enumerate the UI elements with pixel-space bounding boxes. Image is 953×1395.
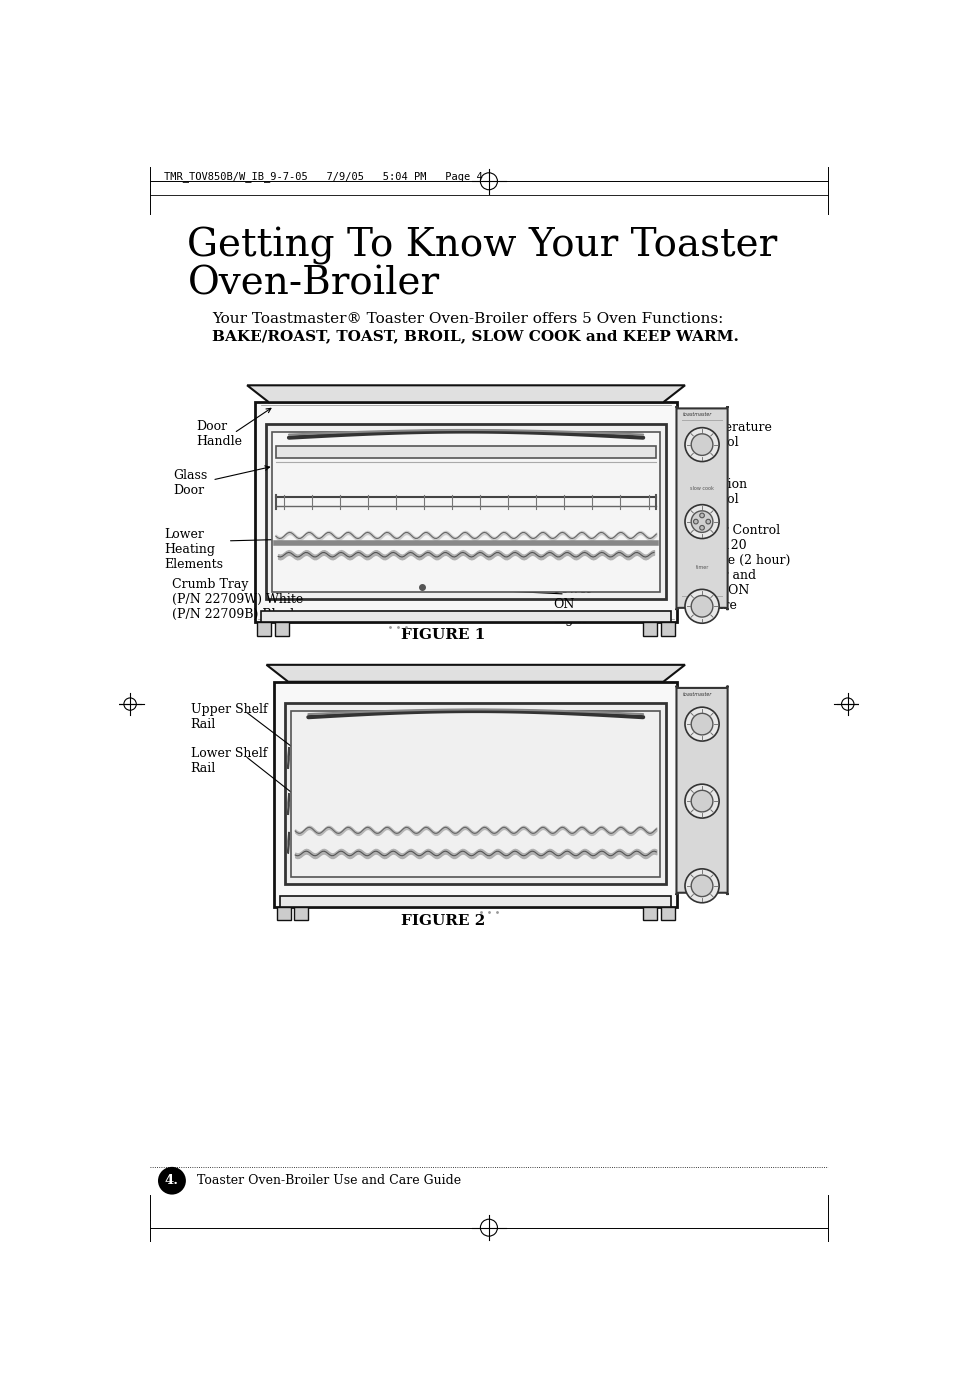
Circle shape [691,791,712,812]
Text: TMR_TOV850B/W_IB_9-7-05   7/9/05   5:04 PM   Page 4: TMR_TOV850B/W_IB_9-7-05 7/9/05 5:04 PM P… [164,172,482,183]
Text: Your Toastmaster® Toaster Oven-Broiler offers 5 Oven Functions:: Your Toastmaster® Toaster Oven-Broiler o… [212,312,723,326]
Circle shape [684,505,719,538]
Bar [276,907,291,921]
Text: FIGURE 1: FIGURE 1 [400,628,485,642]
Text: Timer Control
with 120
minute (2 hour)
Timer and
STAY ON
feature: Timer Control with 120 minute (2 hour) T… [691,525,790,612]
Bar [660,907,674,921]
Text: Temperature
Control: Temperature Control [691,421,772,449]
Bar [261,611,670,622]
Circle shape [691,875,712,897]
Bar [280,896,670,907]
FancyBboxPatch shape [676,685,727,896]
Circle shape [684,869,719,903]
Circle shape [691,511,712,533]
Polygon shape [266,665,684,682]
Text: Lower Shelf
Rail: Lower Shelf Rail [191,748,267,776]
FancyBboxPatch shape [676,406,727,610]
Text: Getting To Know Your Toaster: Getting To Know Your Toaster [187,227,777,265]
Text: Crumb Tray
(P/N 22709W) White
(P/N 22709B) Black: Crumb Tray (P/N 22709W) White (P/N 22709… [172,578,303,621]
Text: Lower
Heating
Elements: Lower Heating Elements [164,527,223,571]
Bar [642,907,657,921]
Text: Upper Shelf
Rail: Upper Shelf Rail [191,703,267,731]
Circle shape [684,589,719,624]
Bar [294,907,308,921]
Bar [272,431,659,593]
Circle shape [705,519,710,525]
Circle shape [699,513,703,518]
Circle shape [691,596,712,617]
Text: Toaster Oven-Broiler Use and Care Guide: Toaster Oven-Broiler Use and Care Guide [196,1175,460,1187]
Text: Function
Control: Function Control [691,477,746,506]
Bar [266,424,666,598]
Bar [275,446,656,459]
Text: toastmaster: toastmaster [682,692,711,696]
Bar [274,622,289,636]
Polygon shape [247,385,684,402]
Text: toastmaster: toastmaster [682,413,711,417]
Text: slow cook: slow cook [689,485,713,491]
Circle shape [691,434,712,455]
Polygon shape [254,402,677,622]
Text: 4.: 4. [165,1175,179,1187]
Circle shape [684,784,719,817]
Text: BAKE/ROAST, TOAST, BROIL, SLOW COOK and KEEP WARM.: BAKE/ROAST, TOAST, BROIL, SLOW COOK and … [212,329,739,343]
Circle shape [158,1166,186,1194]
Bar [642,622,657,636]
Polygon shape [274,682,677,907]
Bar [291,711,659,877]
Text: timer: timer [695,565,708,571]
Circle shape [693,519,698,525]
Circle shape [691,713,712,735]
Bar [660,622,674,636]
Bar [257,622,271,636]
Circle shape [699,526,703,530]
Bar [285,703,666,883]
Text: Door
Handle: Door Handle [196,420,242,448]
Text: Oven-Broiler: Oven-Broiler [187,266,439,303]
Text: FIGURE 2: FIGURE 2 [400,914,485,928]
Circle shape [684,707,719,741]
Circle shape [684,428,719,462]
Text: Glass
Door: Glass Door [173,469,208,497]
Text: Power
ON
Light: Power ON Light [553,583,592,626]
